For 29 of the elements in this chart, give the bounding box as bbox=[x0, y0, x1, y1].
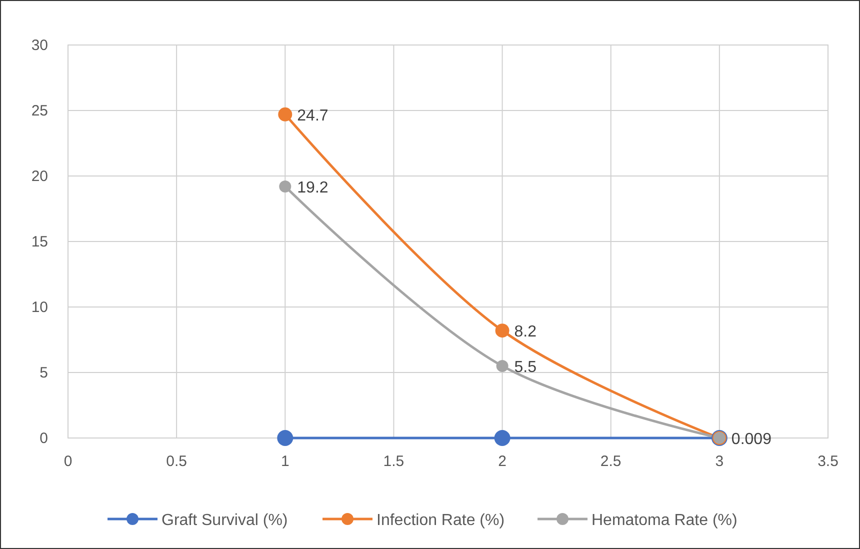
legend-label: Infection Rate (%) bbox=[376, 512, 505, 529]
x-tick-label: 2 bbox=[498, 453, 506, 470]
x-tick-label: 3.5 bbox=[818, 453, 838, 470]
point bbox=[278, 107, 292, 122]
point bbox=[277, 430, 294, 446]
x-tick-label: 2.5 bbox=[600, 453, 622, 470]
legend-label: Graft Survival (%) bbox=[162, 512, 288, 529]
x-tick-label: 0 bbox=[64, 453, 72, 470]
point bbox=[495, 324, 510, 338]
point bbox=[279, 180, 292, 192]
y-tick-label: 25 bbox=[31, 102, 48, 120]
x-tick-label: 1.5 bbox=[383, 453, 404, 470]
point bbox=[494, 430, 510, 446]
y-tick-label: 10 bbox=[31, 299, 48, 316]
data-label: 0.009 bbox=[731, 430, 772, 448]
point bbox=[496, 360, 508, 372]
y-tick-label: 5 bbox=[40, 364, 48, 382]
x-tick-label: 1 bbox=[280, 453, 290, 470]
x-tick-label: 3 bbox=[715, 453, 724, 470]
y-tick-label: 15 bbox=[31, 234, 48, 250]
legend-label: Hematoma Rate (%) bbox=[592, 512, 738, 529]
data-label: 8.2 bbox=[514, 324, 537, 341]
data-label: 5.5 bbox=[514, 358, 537, 376]
y-tick-label: 30 bbox=[31, 37, 48, 54]
data-label: 19.2 bbox=[297, 179, 328, 196]
x-tick-label: 0.5 bbox=[166, 453, 187, 470]
y-tick-label: 0 bbox=[40, 430, 48, 447]
y-tick-label: 20 bbox=[31, 168, 48, 185]
data-label: 24.7 bbox=[297, 107, 328, 124]
